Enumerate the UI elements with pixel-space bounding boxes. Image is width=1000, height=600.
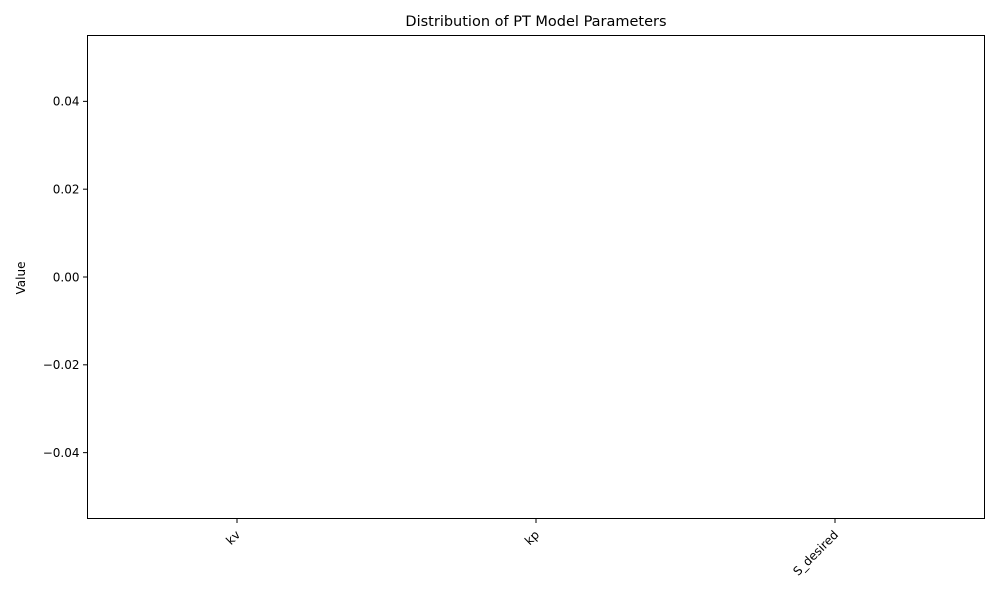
axes-frame [87,35,985,519]
chart-title: Distribution of PT Model Parameters [405,14,666,30]
y-tick-label: 0.04 [53,95,80,109]
y-axis: −0.04 −0.02 0.00 0.02 0.04 [43,95,88,460]
y-tick-label: 0.02 [53,182,80,196]
y-tick-label: −0.02 [43,358,80,372]
y-axis-label: Value [14,262,28,295]
y-tick-label: 0.00 [53,270,80,284]
y-tick-label: −0.04 [43,446,80,460]
